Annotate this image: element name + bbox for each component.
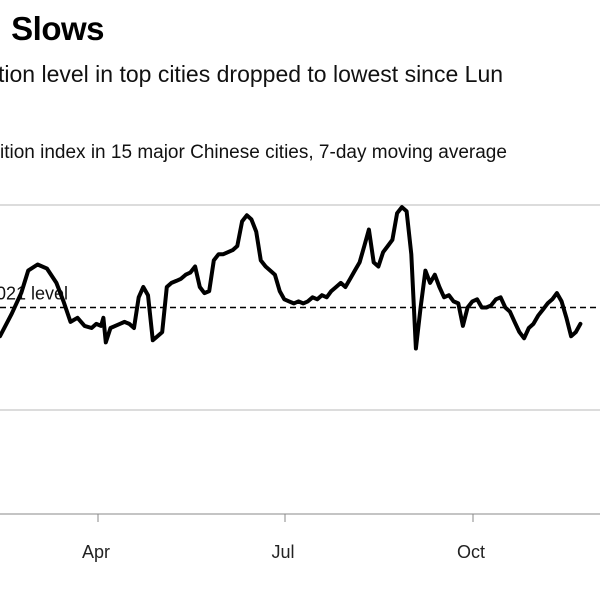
chart-title: : Slows xyxy=(0,10,105,47)
x-tick-label: Apr xyxy=(82,542,110,562)
chart-caption: ition index in 15 major Chinese cities, … xyxy=(0,142,507,163)
x-axis-ticks: Apr Jul Oct xyxy=(82,514,485,562)
x-tick-label: Jul xyxy=(271,542,294,562)
gridlines xyxy=(0,204,600,411)
series-line xyxy=(0,205,583,351)
chart-subtitle: tion level in top cities dropped to lowe… xyxy=(0,61,504,87)
x-tick-label: Oct xyxy=(457,542,485,562)
